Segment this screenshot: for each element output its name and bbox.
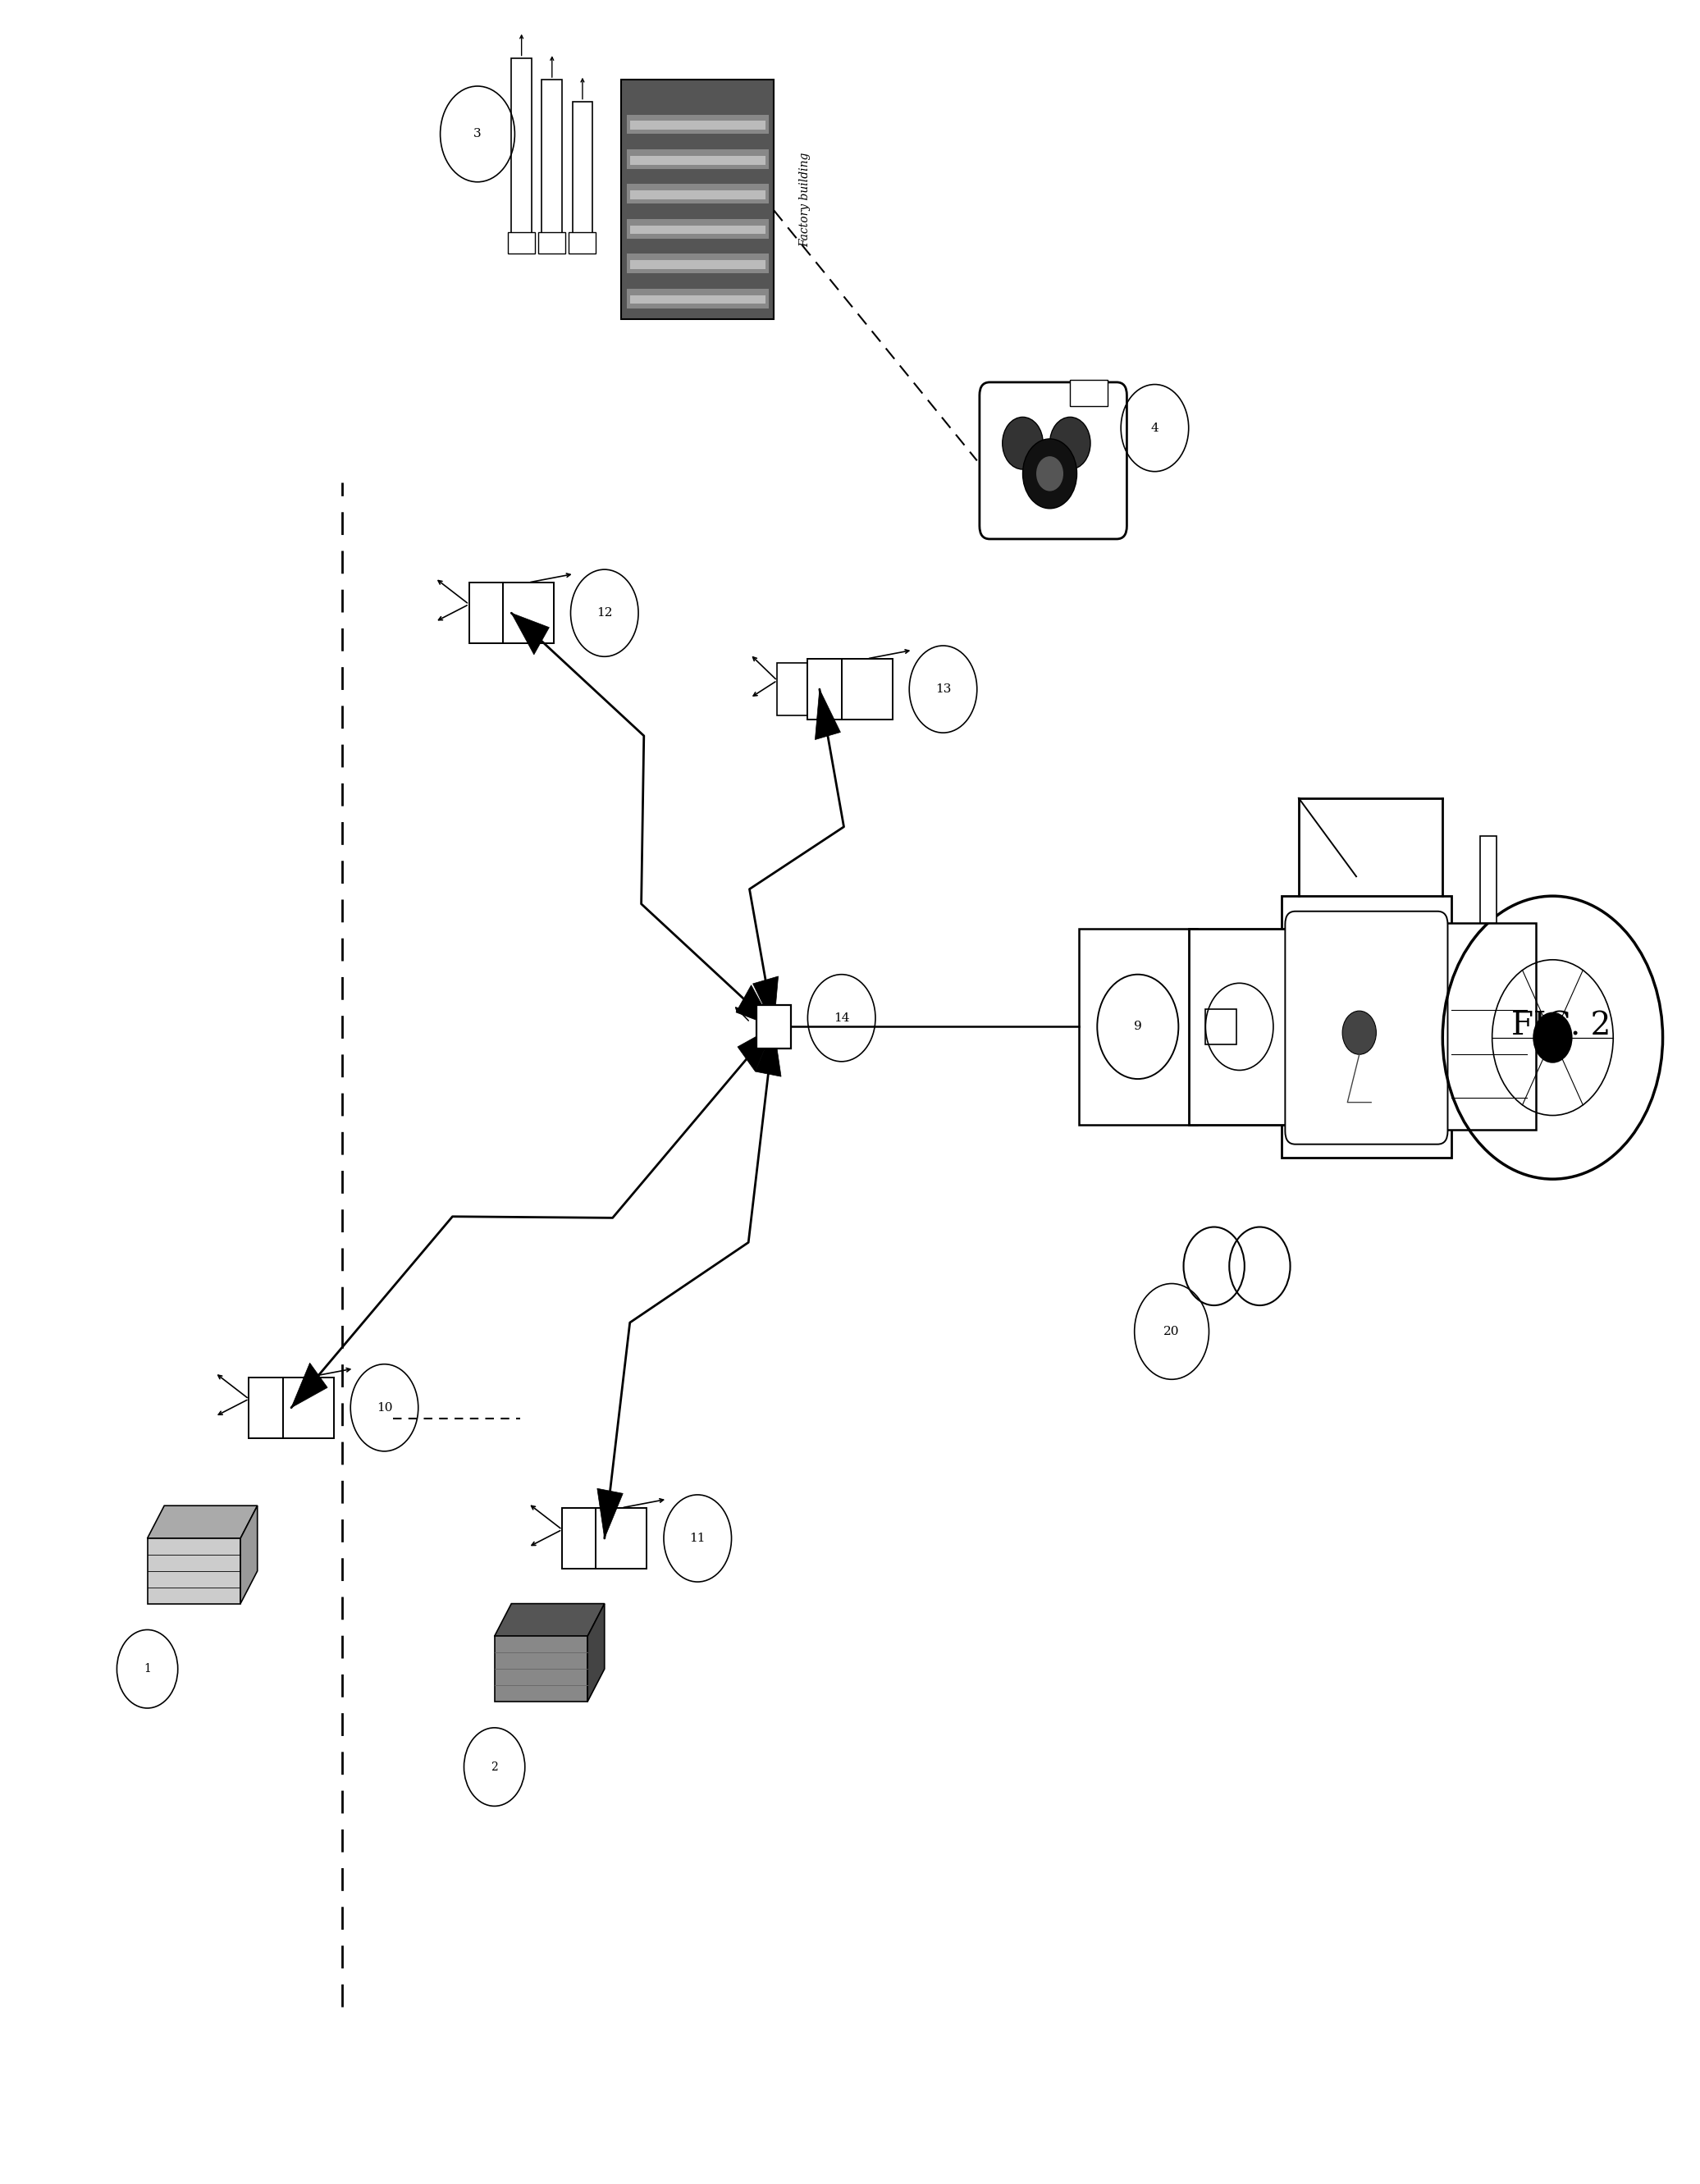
Text: 10: 10: [376, 1402, 393, 1413]
Text: 9: 9: [1134, 1020, 1142, 1033]
Bar: [808, 660, 841, 721]
Bar: [508, 232, 536, 253]
FancyBboxPatch shape: [1285, 911, 1448, 1144]
Bar: [1481, 836, 1496, 924]
Circle shape: [1003, 417, 1044, 470]
Bar: [282, 1378, 333, 1439]
Bar: [573, 100, 593, 242]
Bar: [627, 288, 768, 308]
Text: FIG. 2: FIG. 2: [1511, 1011, 1612, 1042]
Text: 2: 2: [491, 1760, 498, 1773]
Bar: [777, 664, 808, 716]
Bar: [631, 155, 765, 164]
Bar: [597, 1507, 646, 1568]
Bar: [622, 79, 774, 319]
Circle shape: [1023, 439, 1076, 509]
Bar: [627, 183, 768, 203]
Polygon shape: [814, 690, 840, 740]
Polygon shape: [240, 1505, 257, 1603]
Circle shape: [1533, 1011, 1572, 1064]
Bar: [1282, 895, 1452, 1158]
Bar: [1188, 928, 1290, 1125]
Bar: [570, 232, 597, 253]
Circle shape: [1037, 456, 1062, 491]
Text: 4: 4: [1151, 422, 1159, 435]
Bar: [542, 79, 563, 242]
Polygon shape: [753, 976, 779, 1026]
Polygon shape: [512, 614, 549, 655]
Text: 20: 20: [1165, 1326, 1180, 1337]
Bar: [631, 260, 765, 269]
Bar: [563, 1507, 597, 1568]
Bar: [631, 295, 765, 304]
Polygon shape: [495, 1636, 588, 1701]
Bar: [627, 253, 768, 273]
Bar: [631, 225, 765, 234]
Text: Factory building: Factory building: [799, 153, 811, 247]
Bar: [631, 190, 765, 199]
Text: 14: 14: [833, 1011, 850, 1024]
Text: 12: 12: [597, 607, 612, 618]
Bar: [756, 1005, 790, 1048]
Bar: [627, 149, 768, 168]
Bar: [248, 1378, 282, 1439]
Bar: [1078, 928, 1197, 1125]
Circle shape: [1051, 417, 1090, 470]
Bar: [627, 218, 768, 238]
Polygon shape: [148, 1505, 257, 1538]
Text: 13: 13: [935, 684, 950, 695]
Polygon shape: [597, 1489, 622, 1538]
FancyBboxPatch shape: [979, 382, 1127, 539]
Polygon shape: [736, 985, 774, 1026]
Polygon shape: [148, 1538, 240, 1603]
Circle shape: [1343, 1011, 1377, 1055]
Bar: [539, 232, 566, 253]
Bar: [627, 114, 768, 133]
Text: 3: 3: [474, 129, 481, 140]
Polygon shape: [755, 1026, 780, 1077]
Polygon shape: [588, 1603, 605, 1701]
Polygon shape: [495, 1603, 605, 1636]
Text: 11: 11: [690, 1533, 706, 1544]
Polygon shape: [291, 1363, 328, 1409]
Bar: [503, 583, 554, 644]
Bar: [1443, 924, 1535, 1129]
Polygon shape: [738, 1026, 774, 1072]
Bar: [842, 660, 893, 721]
Bar: [469, 583, 503, 644]
Bar: [1205, 1009, 1236, 1044]
Bar: [1069, 380, 1107, 406]
Bar: [512, 57, 532, 242]
Bar: [631, 120, 765, 129]
Text: 1: 1: [144, 1664, 151, 1675]
